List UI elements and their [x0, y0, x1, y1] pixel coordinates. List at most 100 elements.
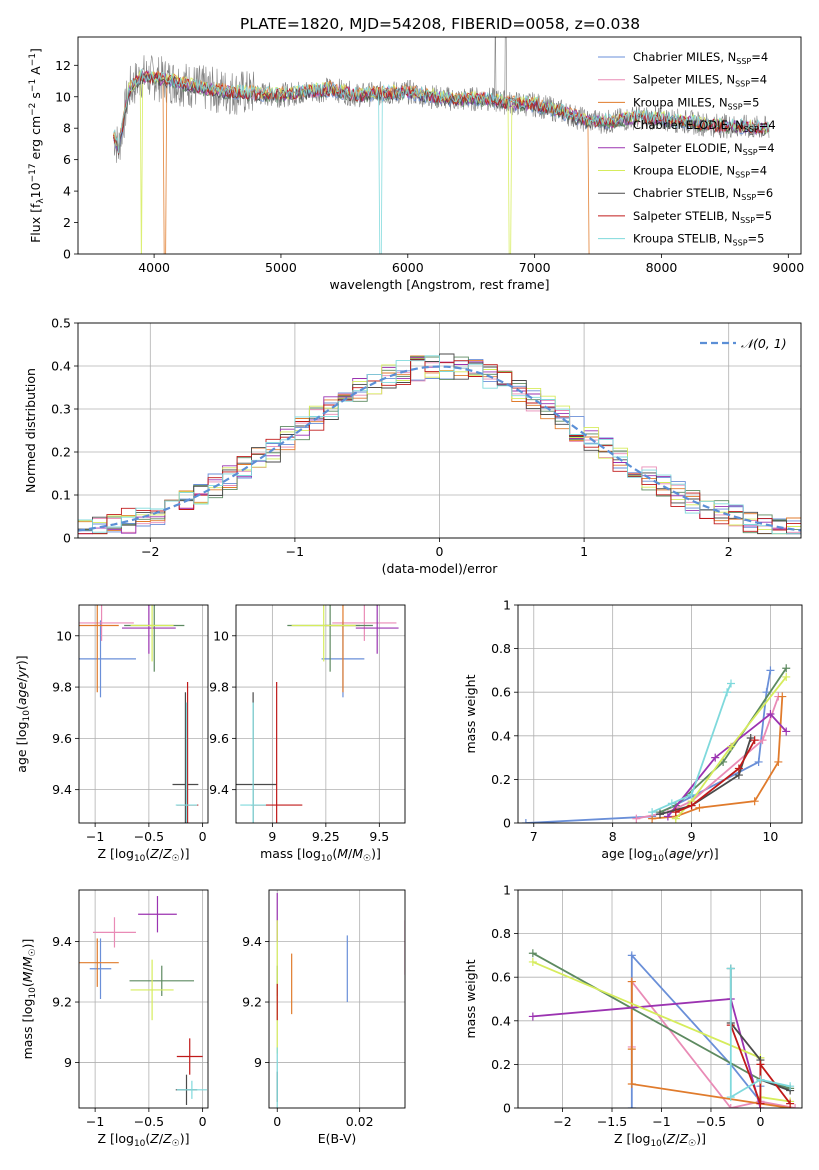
- x-tick-label: 0: [199, 1114, 207, 1129]
- mass-weight-marker: [656, 810, 664, 819]
- weight_vs_Z-y-label: mass weight: [463, 959, 478, 1038]
- ebv-x-label: E(B-V): [318, 1131, 357, 1146]
- spectrum-panel: 4000 5000 6000 7000 8000 9000 0 2 4 6 8 10 12 wavelen…: [28, 36, 804, 292]
- y-tick-label: 2: [63, 215, 71, 230]
- mass-weight-marker: [758, 736, 767, 745]
- mass-weight-line: [729, 1024, 791, 1105]
- mass-weight-marker: [756, 1075, 765, 1084]
- residual_hist-panel: −2 −1 0 1 2 0 0.1 0.2 0.3 0.4 0.5 (data-model)/erro…: [23, 316, 802, 576]
- x-tick-label: 9000: [772, 260, 804, 275]
- mass-weight-line: [675, 676, 787, 820]
- y-tick-label: 9: [64, 1055, 72, 1070]
- y-tick-label: 8: [63, 121, 71, 136]
- errorbar-point: [355, 605, 399, 654]
- mass-weight-marker: [711, 753, 720, 762]
- y-tick-label: 1: [503, 883, 511, 898]
- legend-entry: Kroupa STELIB, NSSP=5: [633, 232, 764, 248]
- mass-weight-marker: [627, 1045, 636, 1054]
- errorbar-point: [92, 917, 136, 948]
- y-tick-label: 0.6: [491, 970, 511, 985]
- mass-weight-marker: [687, 790, 696, 799]
- mass-weight-marker: [727, 679, 735, 688]
- axes-frame: [517, 889, 803, 1109]
- errorbar-point: [79, 605, 134, 641]
- x-tick-label: 7000: [519, 260, 551, 275]
- age_vs_Z-panel: −1 −0.5 0 9.4 9.6 9.8 10 Z [log10(Z/Z☉)] age [lo…: [14, 604, 209, 864]
- weight_vs_age-panel: 7 8 9 10 0 0.2 0.4 0.6 0.8 1 mass weight age [log10…: [463, 598, 803, 864]
- axes-frame: [78, 889, 209, 1109]
- x-tick-label: −2: [141, 544, 159, 559]
- mass-weight-marker: [528, 949, 537, 958]
- y-tick-label: 9.6: [52, 731, 72, 746]
- mass-weight-marker: [786, 1099, 795, 1108]
- legend-entry: Salpeter STELIB, NSSP=5: [633, 209, 772, 225]
- errorbar-point: [130, 605, 174, 662]
- y-tick-label: 9.4: [52, 782, 72, 797]
- mass-weight-marker: [782, 664, 791, 673]
- errorbar-point: [130, 959, 174, 1021]
- mass-weight-marker: [632, 814, 641, 823]
- y-tick-label: 0: [503, 816, 511, 831]
- y-tick-label: 10: [56, 628, 72, 643]
- x-tick-label: 9: [268, 829, 276, 844]
- age-z-y-label: age [log10(age/yr)]: [14, 655, 32, 772]
- mass-weight-marker: [786, 1082, 795, 1091]
- x-tick-label: −1.5: [597, 1114, 627, 1129]
- weight-age-x-label: age [log10(age/yr)]: [601, 846, 718, 864]
- y-tick-label: 0.5: [51, 316, 71, 331]
- spectrum-legend: Chabrier MILES, NSSP=4 Salpeter MILES, NS…: [598, 50, 776, 248]
- errorbar-point: [79, 938, 119, 987]
- x-tick-label: 1: [580, 544, 588, 559]
- mass-weight-marker: [791, 1104, 800, 1108]
- y-tick-label: 0.8: [491, 641, 511, 656]
- mass-weight-line: [659, 667, 787, 813]
- mass-weight-marker: [754, 757, 763, 766]
- y-tick-label: 0.4: [51, 359, 71, 374]
- y-tick-label: 0.3: [51, 402, 71, 417]
- age_vs_Z-marks: [79, 605, 199, 823]
- y-tick-label: 9.2: [242, 995, 262, 1010]
- y-tick-label: 9: [254, 1055, 262, 1070]
- residual-histogram-step: [78, 355, 801, 535]
- x-tick-label: −1: [86, 1114, 104, 1129]
- mass-weight-marker: [667, 799, 676, 808]
- model-spectrum-line: [113, 68, 770, 254]
- y-tick-label: 4: [63, 184, 71, 199]
- y-tick-label: 9.2: [52, 995, 72, 1010]
- y-tick-label: 6: [63, 152, 71, 167]
- spectrum-y-label: Flux [fλ10−17 erg cm−2 s−1 A−1]: [28, 48, 46, 243]
- spectrum-x-label: wavelength [Angstrom, rest frame]: [329, 277, 549, 292]
- mass-weight-marker: [627, 977, 636, 986]
- y-tick-label: 0.2: [51, 445, 71, 460]
- mass-weight-marker: [750, 736, 759, 745]
- x-tick-label: −0.5: [134, 829, 164, 844]
- residual_hist-marks: [78, 353, 801, 535]
- mass-weight-marker: [766, 710, 775, 718]
- mass-weight-marker: [695, 803, 704, 812]
- x-tick-label: 8: [609, 829, 617, 844]
- mass_vs_Z-marks: [79, 896, 207, 1105]
- mass-weight-marker: [671, 808, 680, 817]
- y-tick-label: 9.6: [209, 731, 229, 746]
- y-tick-label: 9.8: [209, 680, 229, 695]
- age-mass-x-label: mass [log10(M/M☉)]: [260, 846, 381, 864]
- mass-weight-marker: [528, 1012, 537, 1021]
- mass_vs_EBV-panel: 0 0.02 9 9.2 9.4 E(B-V): [242, 889, 406, 1146]
- x-tick-label: 2: [725, 544, 733, 559]
- errorbar-point: [291, 605, 356, 662]
- y-tick-label: 9.8: [52, 680, 72, 695]
- x-tick-label: 9.25: [312, 829, 340, 844]
- x-tick-label: 4000: [138, 260, 170, 275]
- x-tick-label: 10: [762, 829, 778, 844]
- mass-weight-marker: [648, 808, 657, 817]
- x-tick-label: 7: [530, 829, 538, 844]
- y-tick-label: 0.2: [491, 772, 511, 787]
- legend-entry: Chabrier ELODIE, NSSP=4: [633, 118, 776, 134]
- mass-weight-line: [729, 968, 791, 1099]
- y-tick-label: 0.1: [51, 488, 71, 503]
- mass_vs_Z-panel: −1 −0.5 0 9 9.2 9.4 Z [log10(Z/Z☉)] mass [log10…: [20, 889, 209, 1149]
- y-tick-label: 9.4: [52, 934, 72, 949]
- mass-weight-line: [667, 712, 787, 818]
- y-tick-label: 0: [63, 247, 71, 262]
